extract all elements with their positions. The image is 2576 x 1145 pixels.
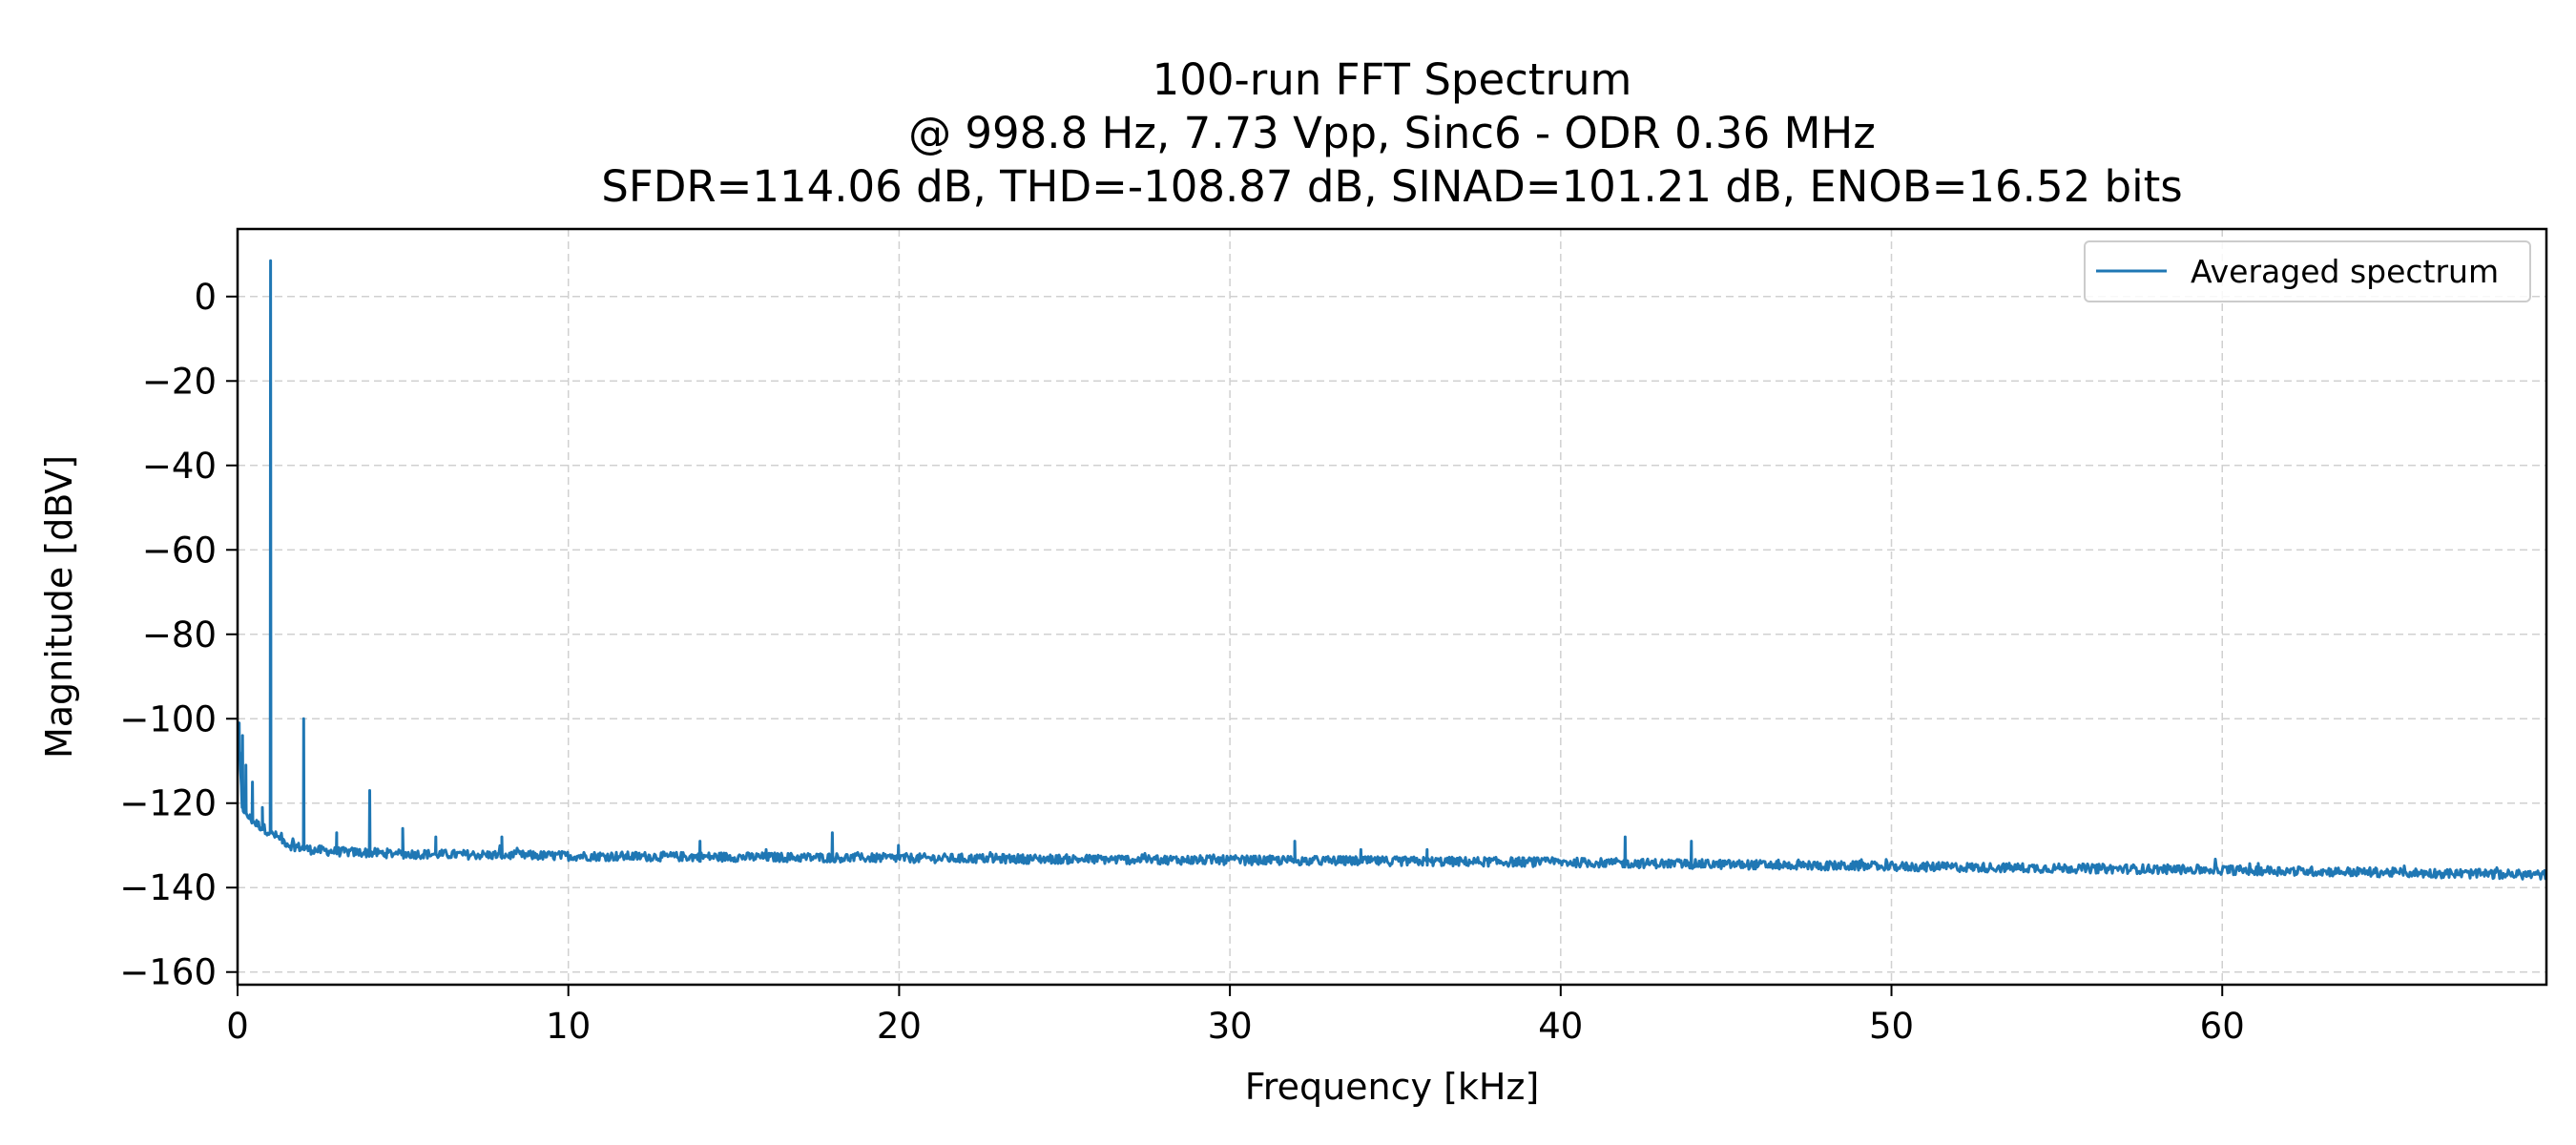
legend-box — [2084, 240, 2531, 302]
y-tick-label: −20 — [142, 361, 217, 402]
x-axis-label: Frequency [kHz] — [1245, 1066, 1540, 1108]
x-tick-label: 50 — [1869, 1006, 1914, 1047]
y-tick-label: −100 — [119, 698, 217, 739]
y-tick-label: −120 — [119, 783, 217, 824]
y-tick-label: −40 — [142, 446, 217, 487]
axis-ticks: 0 10 20 30 40 50 60 0 −20 −40 −60 −80 −100 −120 −140 −1… — [119, 277, 2244, 1047]
x-tick-label: 40 — [1538, 1006, 1583, 1047]
chart-title: 100-run FFT Spectrum @ 998.8 Hz, 7.73 Vp… — [601, 54, 2182, 212]
y-tick-label: −80 — [142, 614, 217, 656]
title-line-3: SFDR=114.06 dB, THD=-108.87 dB, SINAD=10… — [601, 161, 2182, 212]
plot-area — [238, 259, 2546, 881]
x-tick-label: 30 — [1208, 1006, 1253, 1047]
legend-label: Averaged spectrum — [2191, 253, 2499, 290]
averaged-spectrum-line — [238, 259, 2546, 881]
x-tick-label: 0 — [226, 1006, 249, 1047]
y-tick-label: −60 — [142, 530, 217, 571]
y-tick-label: −160 — [119, 952, 217, 993]
y-axis-label: Magnitude [dBV] — [38, 455, 80, 759]
x-tick-label: 60 — [2200, 1006, 2245, 1047]
x-tick-label: 20 — [877, 1006, 922, 1047]
y-tick-label: −140 — [119, 867, 217, 908]
title-line-1: 100-run FFT Spectrum — [1153, 54, 1632, 105]
y-tick-label: 0 — [194, 277, 217, 318]
plot-frame — [236, 227, 2548, 987]
legend: Averaged spectrum — [2084, 240, 2531, 302]
title-line-2: @ 998.8 Hz, 7.73 Vpp, Sinc6 - ODR 0.36 M… — [908, 108, 1876, 158]
x-tick-label: 10 — [546, 1006, 591, 1047]
